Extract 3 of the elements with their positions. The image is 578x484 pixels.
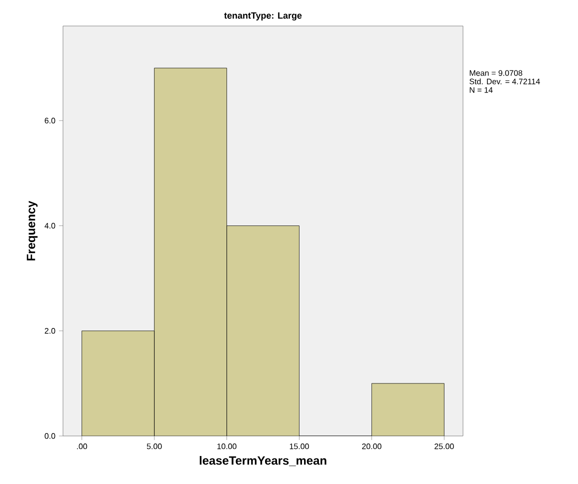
chart-title: tenantType: Large — [224, 12, 302, 20]
y-axis-title: Frequency — [26, 200, 38, 260]
x-axis-title: leaseTermYears_mean — [200, 456, 326, 466]
